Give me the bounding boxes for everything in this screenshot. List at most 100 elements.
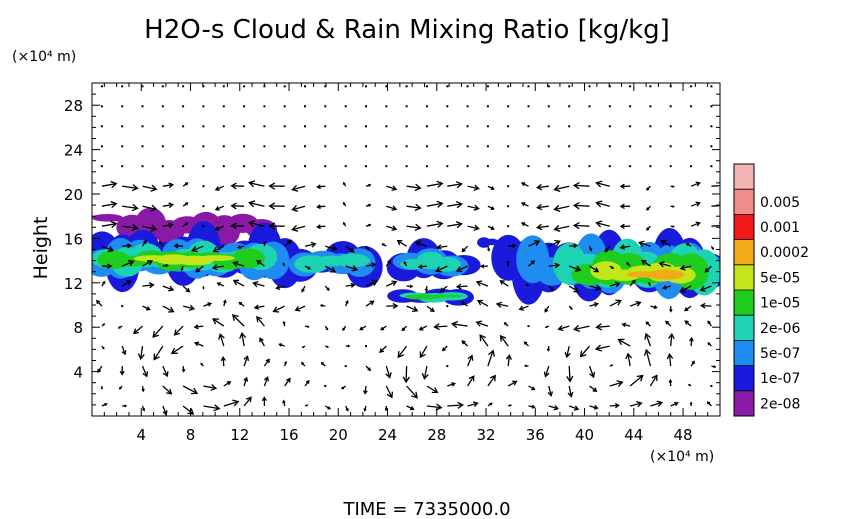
y-tick-label: 24 xyxy=(64,142,83,160)
wind-vector xyxy=(544,365,550,377)
wind-vector-head xyxy=(291,224,299,232)
wind-vector-head xyxy=(520,222,526,227)
wind-vector-head xyxy=(574,265,582,272)
wind-vector-dot xyxy=(202,225,205,228)
wind-vector-head xyxy=(347,344,351,348)
wind-vector-head xyxy=(525,283,528,286)
y-tick-label: 28 xyxy=(64,97,83,115)
wind-vector-head xyxy=(595,200,603,208)
wind-vector-head xyxy=(211,264,218,271)
wind-vector-head xyxy=(621,322,627,328)
wind-vector-dot xyxy=(669,125,672,128)
x-tick-label: 40 xyxy=(575,426,594,444)
wind-vector-head xyxy=(640,259,647,265)
wind-vector xyxy=(215,225,225,231)
wind-vector-head xyxy=(433,323,440,331)
wind-vector xyxy=(558,325,570,330)
wind-vector-dot xyxy=(568,85,571,88)
wind-vector-head xyxy=(441,347,446,352)
x-tick-label: 44 xyxy=(624,426,643,444)
wind-vector xyxy=(426,385,438,394)
wind-vector-dot xyxy=(629,125,632,128)
wind-vector xyxy=(385,365,391,378)
wind-vector xyxy=(386,205,397,210)
wind-vector-dot xyxy=(446,165,449,168)
wind-vector-head xyxy=(329,266,337,273)
wind-vector-dot xyxy=(100,165,103,168)
wind-vector xyxy=(645,333,652,347)
wind-vector-head xyxy=(595,220,603,228)
wind-vector-head xyxy=(107,245,115,253)
wind-vector xyxy=(487,375,496,387)
wind-vector xyxy=(447,183,462,187)
wind-vector-head xyxy=(342,181,346,185)
wind-vector-head xyxy=(473,224,480,231)
wind-vector-head xyxy=(645,321,650,325)
wind-vector-head xyxy=(137,353,145,361)
wind-vector-head xyxy=(223,299,227,304)
wind-vector xyxy=(133,325,143,334)
wind-vector xyxy=(548,385,552,396)
wind-vector-dot xyxy=(608,165,611,168)
wind-vector-dot xyxy=(710,85,713,88)
wind-vector-head xyxy=(230,222,237,230)
wind-vector-head xyxy=(414,203,422,212)
wind-vector xyxy=(467,355,473,367)
wind-vector-dot xyxy=(222,125,225,128)
wind-vector xyxy=(574,184,590,187)
wind-vector-head xyxy=(564,351,571,359)
wind-vector xyxy=(249,222,265,227)
wind-vector-head xyxy=(467,354,474,361)
wind-vector-head xyxy=(252,280,259,288)
wind-vector-head xyxy=(166,388,173,395)
wind-vector xyxy=(487,350,494,367)
wind-vector-dot xyxy=(202,165,205,168)
wind-vector xyxy=(452,323,468,327)
wind-vector-head xyxy=(711,247,714,250)
y-tick-label: 8 xyxy=(73,319,83,337)
wind-vector-head xyxy=(691,360,695,365)
wind-vector xyxy=(467,375,475,387)
wind-vector xyxy=(243,356,249,367)
wind-vector-head xyxy=(439,287,445,292)
wind-vector-dot xyxy=(243,165,246,168)
wind-vector-head xyxy=(645,187,650,191)
wind-vector-head xyxy=(648,281,651,285)
wind-vector-head xyxy=(379,348,385,353)
wind-vector xyxy=(406,385,418,399)
wind-vector-dot xyxy=(283,145,286,148)
wind-vector-head xyxy=(617,338,625,346)
y-tick-label: 12 xyxy=(64,275,83,293)
wind-vector-dot xyxy=(182,85,185,88)
wind-vector-dot xyxy=(425,165,428,168)
wind-vector xyxy=(447,382,456,387)
wind-vector xyxy=(259,337,265,347)
wind-vector-head xyxy=(238,301,243,306)
wind-vector xyxy=(568,366,571,382)
wind-vector-dot xyxy=(486,125,489,128)
wind-vector xyxy=(701,304,712,307)
wind-vector-head xyxy=(679,286,686,293)
wind-vector-head xyxy=(306,325,310,328)
wind-vector-dot xyxy=(690,165,693,168)
wind-vector-head xyxy=(210,384,218,391)
wind-vector xyxy=(415,241,428,247)
wind-vector-head xyxy=(268,222,276,230)
x-tick-label: 48 xyxy=(674,426,693,444)
wind-vector-head xyxy=(643,348,651,356)
wind-vector-head xyxy=(243,376,249,382)
wind-vector xyxy=(476,281,489,287)
wind-vector-dot xyxy=(182,165,185,168)
wind-vector xyxy=(182,285,190,293)
wind-vector-head xyxy=(185,222,189,226)
wind-vector-dot xyxy=(649,105,652,108)
cloud-patch xyxy=(647,269,685,280)
wind-vector xyxy=(436,265,448,272)
wind-vector-head xyxy=(531,404,536,409)
wind-vector xyxy=(659,262,671,267)
wind-vector-dot xyxy=(507,225,510,228)
wind-vector xyxy=(152,325,164,338)
wind-vector xyxy=(645,349,652,367)
wind-vector xyxy=(162,365,168,377)
